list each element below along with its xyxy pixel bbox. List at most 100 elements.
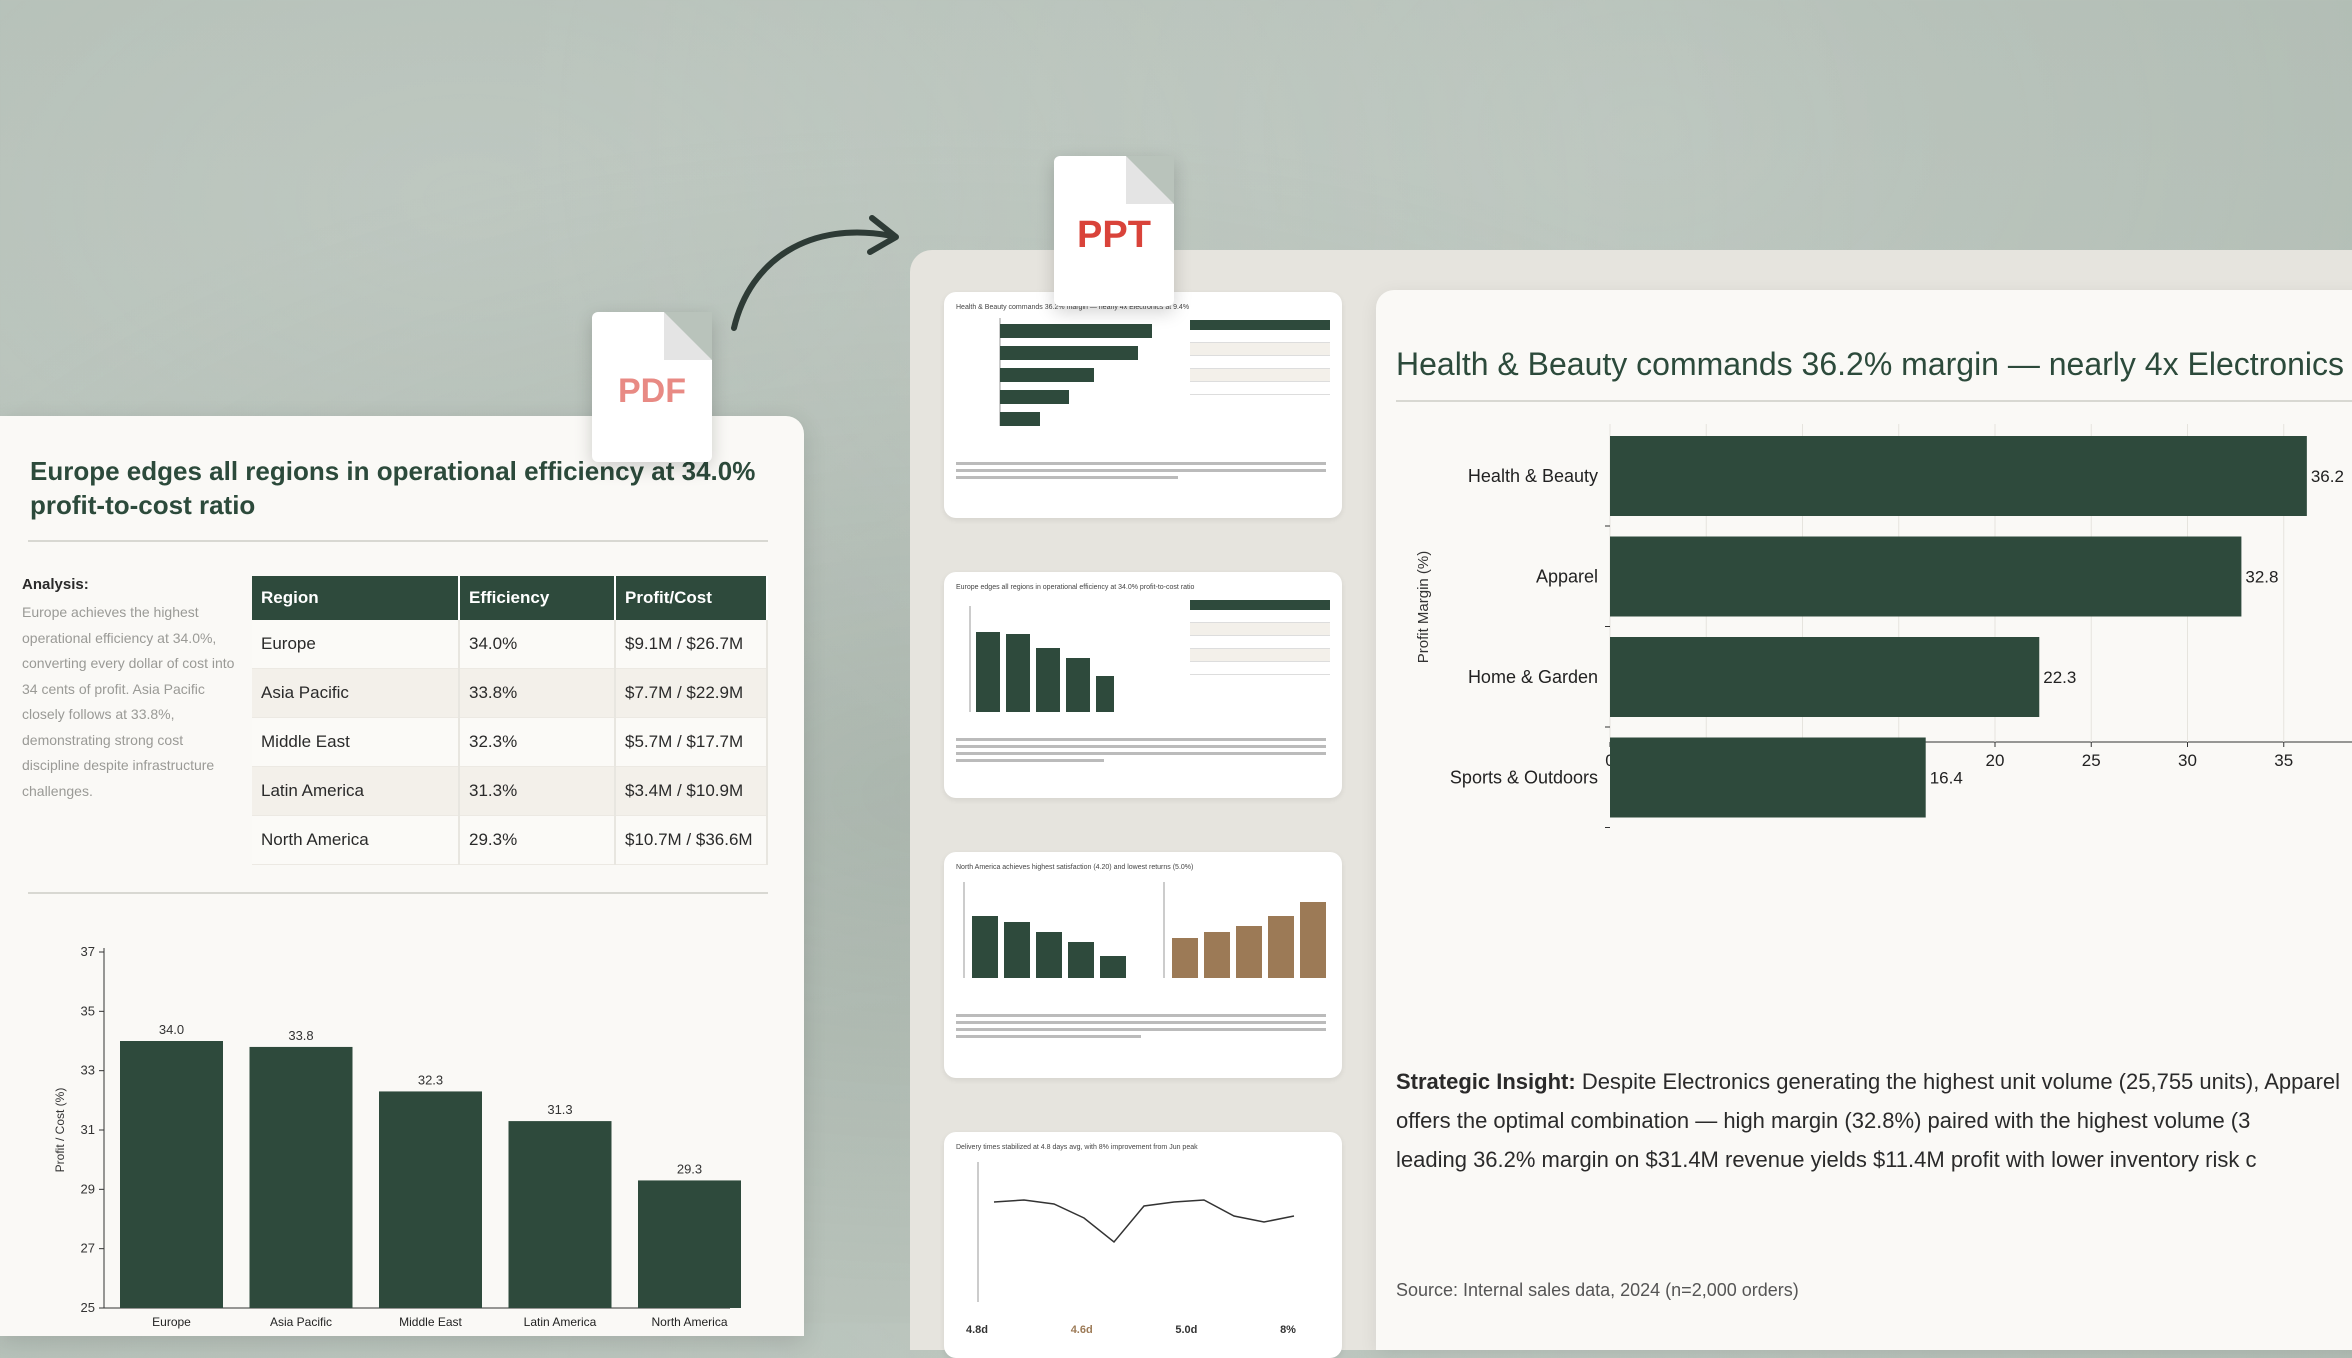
slides-panel: Health & Beauty commands 36.2% margin — …: [910, 250, 2352, 1358]
thumbnail-text: [956, 462, 1326, 479]
divider: [1396, 400, 2352, 402]
data-label: 34.0: [159, 1022, 184, 1037]
slide-title: Europe edges all regions in operational …: [30, 456, 756, 520]
table-row: Europe 34.0% $9.1M / $26.7M: [252, 620, 768, 669]
table-cell: $7.7M / $22.9M: [615, 668, 768, 718]
data-label: 22.3: [2043, 668, 2076, 687]
y-tick-label: Sports & Outdoors: [1450, 768, 1598, 788]
thumbnail-table: [1190, 320, 1330, 400]
slide-thumbnail-2[interactable]: Europe edges all regions in operational …: [944, 572, 1342, 798]
slide-thumbnail-1[interactable]: Health & Beauty commands 36.2% margin — …: [944, 292, 1342, 518]
thumbnail-title: Health & Beauty commands 36.2% margin — …: [956, 304, 1190, 311]
data-label: 16.4: [1930, 769, 1963, 788]
y-tick-label: 37: [81, 944, 95, 959]
table-cell: $10.7M / $36.6M: [615, 815, 768, 865]
ppt-slide: Health & Beauty commands 36.2% margin — …: [1376, 290, 2352, 1350]
insight-line: Despite Electronics generating the highe…: [1581, 1069, 2341, 1094]
ppt-file-icon: PPT: [1054, 156, 1174, 306]
table-cell: Europe: [252, 620, 460, 669]
slide-thumbnail-3[interactable]: North America achieves highest satisfact…: [944, 852, 1342, 1078]
slide-thumbnail-4[interactable]: Delivery times stabilized at 4.8 days av…: [944, 1132, 1342, 1358]
thumbnail-chart: [969, 606, 1114, 712]
thumbnail-stats: 4.8d 4.6d 5.0d 8%: [966, 1324, 1296, 1336]
x-tick-label: Latin America: [524, 1315, 597, 1329]
source-note: Source: Internal sales data, 2024 (n=2,0…: [1396, 1280, 1799, 1300]
bar: [249, 1046, 353, 1308]
data-label: 29.3: [677, 1161, 702, 1176]
thumbnail-text: [956, 1014, 1326, 1038]
bar: [1610, 637, 2040, 717]
profit-margin-bar-chart: 05101520253035Profit Margin (%)36.2Healt…: [1415, 424, 2352, 828]
thumbnail-chart: [977, 1162, 1295, 1302]
bar: [638, 1180, 741, 1308]
table-row: Asia Pacific 33.8% $7.7M / $22.9M: [252, 668, 768, 718]
data-label: 31.3: [547, 1102, 572, 1117]
table-cell: Middle East: [252, 717, 460, 767]
stat-value: 5.0d: [1175, 1324, 1198, 1336]
ppt-icon-label: PPT: [1077, 214, 1151, 256]
table-cell: Asia Pacific: [252, 668, 460, 718]
divider: [28, 540, 768, 542]
x-tick-label: 20: [1986, 751, 2005, 770]
insight-line: leading 36.2% margin on $31.4M revenue y…: [1396, 1147, 2257, 1172]
x-tick-label: 35: [2274, 751, 2293, 770]
x-tick-label: Middle East: [399, 1315, 462, 1329]
y-tick-label: 25: [81, 1300, 95, 1315]
data-label: 32.8: [2245, 568, 2278, 587]
strategic-insight: Strategic Insight: Despite Electronics g…: [1396, 1062, 2352, 1179]
thumbnail-chart: [963, 882, 1326, 978]
y-tick-label: 29: [81, 1181, 95, 1196]
pdf-file-icon: PDF: [592, 312, 712, 462]
x-tick-label: 25: [2082, 751, 2101, 770]
table-cell: 29.3%: [459, 815, 616, 865]
efficiency-bar-chart: 25 27 29 31 33 35 37 Profit / Cost (%) 34.0 Europ…: [53, 944, 741, 1329]
bar: [1610, 536, 2242, 617]
table-cell: 34.0%: [459, 620, 616, 669]
data-label: 32.3: [418, 1072, 443, 1087]
table-cell: 32.3%: [459, 717, 616, 767]
table-cell: $3.4M / $10.9M: [615, 766, 768, 816]
stat-value: 8%: [1280, 1324, 1296, 1336]
divider: [28, 892, 768, 894]
y-tick-label: 31: [81, 1122, 95, 1137]
arrow-icon: [731, 215, 899, 331]
pdf-slide: Europe edges all regions in operational …: [0, 416, 804, 1336]
x-tick-label: North America: [651, 1315, 727, 1329]
table-row: North America 29.3% $10.7M / $36.6M: [252, 815, 768, 865]
thumbnail-title: Europe edges all regions in operational …: [956, 584, 1195, 591]
table-cell: North America: [252, 815, 460, 865]
table-row: Middle East 32.3% $5.7M / $17.7M: [252, 717, 768, 767]
insight-label: Strategic Insight:: [1396, 1069, 1576, 1094]
y-tick-label: Apparel: [1536, 567, 1598, 587]
data-label: 36.2: [2311, 467, 2344, 486]
stat-value: 4.6d: [1070, 1324, 1093, 1336]
y-tick-label: Home & Garden: [1468, 667, 1598, 687]
x-tick-label: 30: [2178, 751, 2197, 770]
pdf-icon-label: PDF: [618, 372, 686, 410]
thumbnail-title: North America achieves highest satisfact…: [956, 864, 1194, 871]
x-tick-label: Asia Pacific: [270, 1315, 332, 1329]
table-cell: $5.7M / $17.7M: [615, 717, 768, 767]
thumbnail-text: [956, 738, 1326, 762]
insight-line: offers the optimal combination — high ma…: [1396, 1108, 2251, 1133]
bar: [508, 1121, 612, 1308]
y-tick-label: 33: [81, 1063, 95, 1078]
column-header: Region: [252, 576, 460, 620]
bar: [1610, 737, 1926, 818]
y-tick-label: Health & Beauty: [1468, 466, 1598, 486]
bar: [120, 1041, 223, 1308]
y-tick-label: 27: [81, 1241, 95, 1256]
table-row: Latin America 31.3% $3.4M / $10.9M: [252, 766, 768, 816]
table-cell: 33.8%: [459, 668, 616, 718]
thumbnail-chart: [999, 318, 1152, 426]
y-tick-label: 35: [81, 1003, 95, 1018]
table-header-row: Region Efficiency Profit/Cost: [252, 576, 768, 620]
column-header: Efficiency: [459, 576, 616, 620]
region-table: Region Efficiency Profit/Cost Europe 34.…: [252, 576, 768, 865]
x-tick-label: Europe: [152, 1315, 191, 1329]
data-label: 33.8: [288, 1028, 313, 1043]
y-axis-label: Profit / Cost (%): [53, 1088, 67, 1173]
column-header: Profit/Cost: [615, 576, 768, 620]
bar: [1610, 436, 2307, 516]
bar: [379, 1091, 482, 1308]
